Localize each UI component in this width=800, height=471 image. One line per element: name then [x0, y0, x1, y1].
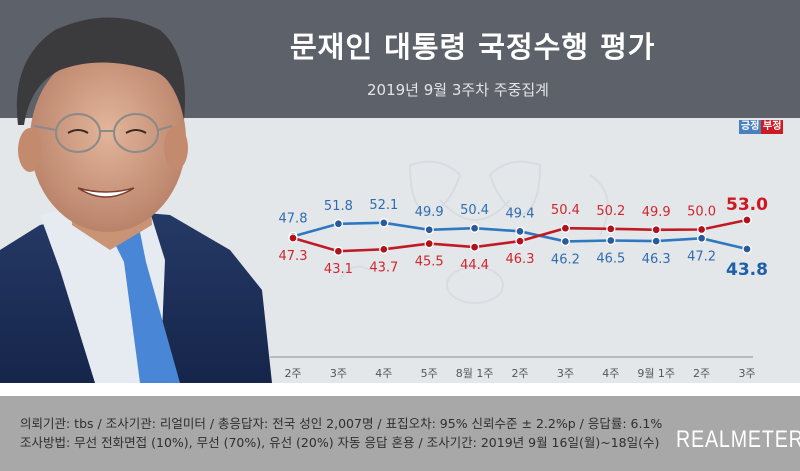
data-point: [696, 224, 707, 235]
legend-positive: 긍정: [739, 120, 762, 134]
president-portrait-photo: [0, 17, 272, 383]
data-point: [560, 223, 571, 233]
data-point: [742, 244, 752, 254]
x-axis-label: 2주: [284, 367, 302, 380]
data-point: [742, 215, 752, 225]
data-point: [424, 225, 434, 235]
x-axis-label: 4주: [602, 367, 620, 380]
x-axis-label: 2주: [693, 367, 711, 380]
data-point: [515, 236, 525, 246]
data-point: [288, 233, 298, 243]
data-point: [424, 238, 434, 249]
footer-info: [0, 396, 800, 471]
data-value-label: 46.3: [506, 252, 535, 267]
divider-strip: [0, 383, 800, 396]
data-value-label: 46.5: [596, 251, 625, 266]
data-point: [379, 218, 389, 228]
data-point: [696, 233, 707, 243]
legend-negative: 부정: [761, 120, 784, 134]
data-value-label: 51.8: [324, 199, 353, 214]
data-value-label: 44.4: [460, 258, 489, 273]
footer-survey-method: 조사방법: 무선 전화면접 (10%), 무선 (70%), 유선 (20%) …: [20, 435, 660, 450]
data-value-label: 50.2: [596, 204, 625, 219]
page-subtitle: 2019년 9월 3주차 주중집계: [367, 81, 549, 99]
data-value-label: 43.1: [324, 262, 353, 277]
data-point: [379, 244, 389, 254]
x-axis-label: 8월 1주: [455, 367, 494, 380]
data-value-label: 43.7: [369, 260, 398, 275]
data-value-label: 47.2: [687, 249, 716, 264]
x-axis-label: 4주: [375, 367, 393, 380]
x-axis-label: 3주: [556, 367, 574, 380]
x-axis-label: 5주: [420, 367, 438, 380]
data-value-label: 50.4: [551, 203, 580, 218]
page-title: 문재인 대통령 국정수행 평가: [290, 30, 656, 64]
data-value-label: 45.5: [415, 255, 444, 270]
data-point: [515, 226, 525, 236]
data-value-label: 50.4: [460, 203, 489, 218]
data-value-label: 49.9: [642, 205, 671, 220]
data-value-label: 50.0: [687, 204, 716, 219]
data-point: [469, 242, 480, 252]
data-point: [469, 223, 480, 233]
data-point: [651, 236, 661, 246]
data-point: [606, 224, 616, 234]
data-value-label: 52.1: [369, 198, 398, 213]
data-point: [560, 236, 571, 247]
data-point: [651, 225, 661, 235]
data-point: [333, 246, 344, 256]
data-value-label: 43.8: [726, 260, 768, 280]
data-value-label: 47.3: [279, 249, 308, 264]
data-value-label: 46.3: [642, 252, 671, 267]
realmeter-logo: REALMETER: [676, 426, 800, 453]
data-point: [606, 235, 616, 246]
data-value-label: 47.8: [279, 211, 308, 226]
x-axis-label: 2주: [511, 367, 529, 380]
data-value-label: 46.2: [551, 252, 580, 267]
x-axis-label: 3주: [738, 367, 756, 380]
data-point: [333, 219, 344, 229]
x-axis-label: 3주: [329, 367, 347, 380]
x-axis-label: 9월 1주: [637, 367, 676, 380]
data-value-label: 53.0: [726, 195, 768, 215]
data-value-label: 49.9: [415, 205, 444, 220]
footer-survey-info: 의뢰기관: tbs / 조사기관: 리얼미터 / 총응답자: 전국 성인 2,0…: [20, 416, 663, 431]
data-value-label: 49.4: [506, 206, 535, 221]
